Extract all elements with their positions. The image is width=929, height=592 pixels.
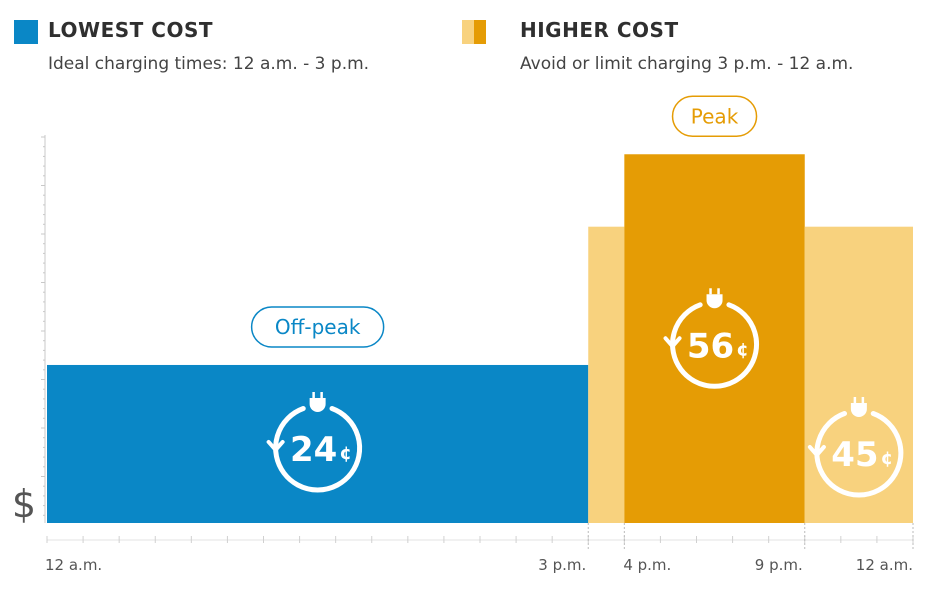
arrow-tip-icon xyxy=(266,439,285,452)
price-unit: ¢ xyxy=(881,448,894,469)
period-pill-label: Peak xyxy=(691,104,739,128)
price-value: 45 xyxy=(831,435,878,475)
period-pill-off-peak xyxy=(250,306,385,348)
legend-low-subtitle: Ideal charging times: 12 a.m. - 3 p.m. xyxy=(48,54,370,74)
bar-peak xyxy=(624,154,805,523)
price-badge: 56 ¢ xyxy=(663,288,759,389)
plug-icon xyxy=(309,397,326,412)
plug-icon xyxy=(706,294,723,309)
x-tick-label: 4 p.m. xyxy=(623,556,671,574)
period-pill-peak xyxy=(671,95,758,138)
x-tick-label: 12 a.m. xyxy=(45,556,102,574)
x-tick-label: 9 p.m. xyxy=(755,556,803,574)
arrow-tip-icon xyxy=(807,445,826,457)
price-unit: ¢ xyxy=(339,443,352,464)
x-tick-label: 3 p.m. xyxy=(538,556,586,574)
charge-ring-icon xyxy=(273,406,363,493)
bar-shoulder-3 xyxy=(804,226,913,523)
arrow-tip-icon xyxy=(663,336,682,349)
legend-high-swatch-light xyxy=(462,20,474,44)
charge-ring-icon xyxy=(670,302,759,389)
price-unit: ¢ xyxy=(736,339,749,360)
price-badge: 45 ¢ xyxy=(807,397,904,498)
plug-icon xyxy=(850,403,867,417)
bar-off-peak xyxy=(47,364,589,523)
legend-high-title: HIGHER COST xyxy=(520,18,679,42)
period-pill-label: Off-peak xyxy=(275,315,361,339)
bar-shoulder-1 xyxy=(588,226,625,523)
price-value: 24 xyxy=(290,430,337,470)
legend-high-swatch-dark xyxy=(474,20,486,44)
price-badge: 24 ¢ xyxy=(266,391,363,493)
legend-low-swatch xyxy=(14,20,38,44)
y-axis-label: $ xyxy=(12,482,36,526)
legend-low-title: LOWEST COST xyxy=(48,18,213,42)
charge-ring-icon xyxy=(814,411,904,498)
price-value: 56 xyxy=(687,326,734,366)
x-tick-label: 12 a.m. xyxy=(856,556,913,574)
legend-high-subtitle: Avoid or limit charging 3 p.m. - 12 a.m. xyxy=(520,54,854,74)
